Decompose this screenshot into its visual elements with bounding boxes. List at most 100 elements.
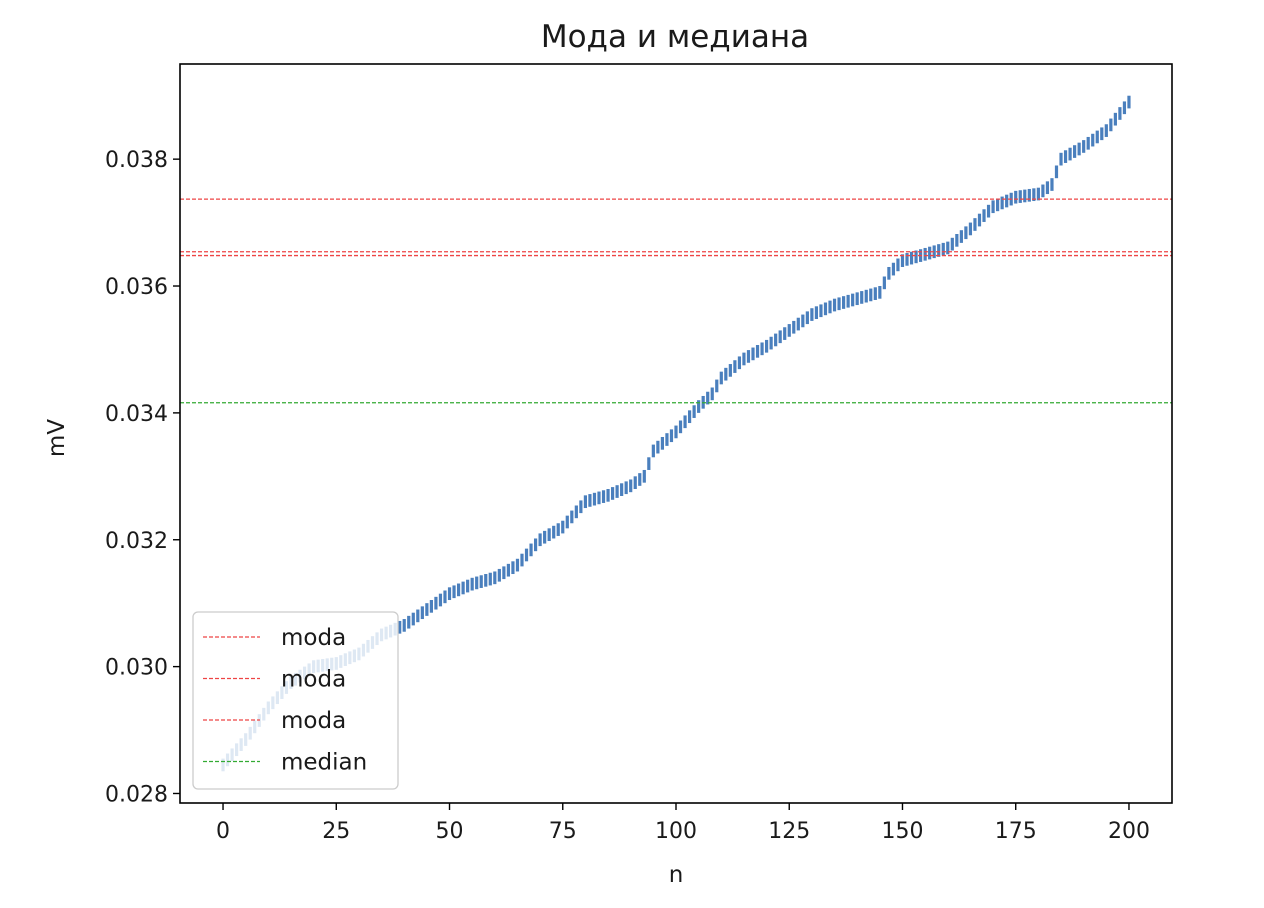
data-interval-bar — [629, 479, 633, 493]
data-interval-bar — [955, 234, 959, 247]
data-interval-bar — [402, 619, 406, 632]
data-interval-bar — [746, 350, 751, 363]
data-interval-bar — [697, 400, 701, 413]
data-interval-bar — [506, 563, 511, 577]
data-interval-bar — [973, 218, 977, 231]
data-interval-bar — [1032, 188, 1036, 202]
data-interval-bar — [484, 574, 488, 587]
y-tick-label: 0.036 — [105, 275, 168, 300]
data-interval-bar — [687, 410, 692, 424]
data-interval-bar — [1036, 187, 1040, 201]
data-interval-bar — [552, 525, 556, 539]
data-interval-bar — [1005, 194, 1009, 208]
data-interval-bar — [420, 606, 424, 620]
data-interval-bar — [461, 581, 465, 595]
data-interval-bar — [869, 288, 873, 302]
legend-label: moda — [281, 625, 346, 651]
legend-label: median — [281, 750, 367, 776]
data-interval-bar — [1023, 189, 1027, 203]
data-interval-bar — [719, 371, 723, 385]
data-interval-bar — [896, 258, 900, 272]
data-interval-bar — [543, 530, 547, 544]
data-interval-bar — [814, 306, 819, 320]
data-interval-bar — [841, 296, 846, 309]
data-interval-bar — [407, 615, 411, 629]
data-interval-bar — [601, 490, 606, 503]
data-interval-bar — [520, 553, 524, 567]
data-interval-bar — [778, 330, 782, 344]
data-interval-bar — [837, 297, 841, 311]
data-interval-bar — [665, 433, 669, 446]
data-interval-bar — [456, 583, 461, 597]
data-interval-bar — [1118, 107, 1122, 120]
data-interval-bar — [959, 230, 963, 243]
data-interval-bar — [647, 457, 651, 470]
data-interval-bar — [1073, 145, 1077, 158]
data-interval-bar — [864, 289, 868, 303]
data-interval-bar — [878, 286, 882, 299]
data-interval-bar — [538, 533, 542, 547]
data-interval-bar — [832, 298, 837, 312]
data-interval-bar — [737, 356, 742, 370]
data-interval-bar — [438, 593, 443, 607]
data-interval-bar — [909, 251, 914, 265]
x-tick-label: 175 — [995, 819, 1037, 844]
data-interval-bar — [715, 379, 719, 393]
data-interval-bar — [887, 266, 891, 280]
data-interval-bar — [1014, 190, 1018, 204]
data-interval-bar — [1100, 127, 1104, 141]
y-axis-label: mV — [44, 419, 70, 457]
y-tick-label: 0.030 — [105, 656, 168, 681]
data-interval-bar — [488, 572, 492, 586]
data-interval-bar — [828, 300, 832, 314]
data-interval-bar — [683, 415, 687, 429]
data-interval-bar — [633, 476, 637, 490]
data-interval-bar — [470, 577, 474, 591]
data-interval-bar — [1113, 112, 1117, 126]
data-interval-bar — [411, 612, 415, 626]
legend-box — [192, 611, 399, 790]
data-interval-bar — [570, 510, 574, 524]
x-tick-label: 0 — [216, 819, 230, 844]
data-interval-bar — [533, 538, 538, 552]
data-interval-bar — [1082, 140, 1086, 153]
data-interval-bar — [583, 495, 588, 509]
data-interval-bar — [1050, 178, 1054, 191]
data-interval-bar — [561, 520, 565, 534]
data-interval-bar — [606, 489, 610, 502]
data-interval-bar — [678, 420, 683, 434]
data-interval-bar — [515, 558, 520, 572]
data-interval-bar — [882, 276, 886, 290]
data-interval-bar — [479, 575, 483, 588]
data-interval-bar — [1095, 130, 1099, 144]
data-interval-bar — [742, 352, 746, 366]
data-interval-bar — [968, 222, 973, 236]
data-interval-bar — [891, 262, 896, 276]
data-interval-bar — [855, 292, 859, 306]
data-interval-bar — [796, 317, 800, 331]
data-interval-bar — [610, 487, 615, 500]
legend-label: moda — [281, 667, 346, 693]
data-interval-bar — [497, 568, 501, 582]
data-interval-bar — [692, 405, 696, 418]
data-interval-bar — [900, 254, 905, 267]
x-tick-label: 200 — [1108, 819, 1150, 844]
data-interval-bar — [724, 367, 728, 381]
x-tick-label: 25 — [322, 819, 350, 844]
data-interval-bar — [620, 483, 624, 496]
data-interval-bar — [547, 528, 551, 542]
data-interval-bar — [792, 320, 796, 334]
data-interval-bar — [638, 473, 642, 486]
data-interval-bar — [556, 523, 560, 536]
plot-frame — [179, 63, 1173, 804]
data-interval-bar — [810, 308, 814, 321]
data-interval-bar — [710, 387, 714, 401]
data-interval-bar — [493, 571, 497, 585]
data-interval-bar — [1059, 152, 1063, 166]
y-tick-label: 0.034 — [105, 402, 168, 427]
data-interval-bar — [642, 469, 646, 483]
data-interval-bar — [502, 566, 506, 580]
x-axis-label: n — [669, 862, 684, 888]
data-interval-bar — [1018, 190, 1022, 203]
data-interval-bar — [728, 364, 732, 377]
